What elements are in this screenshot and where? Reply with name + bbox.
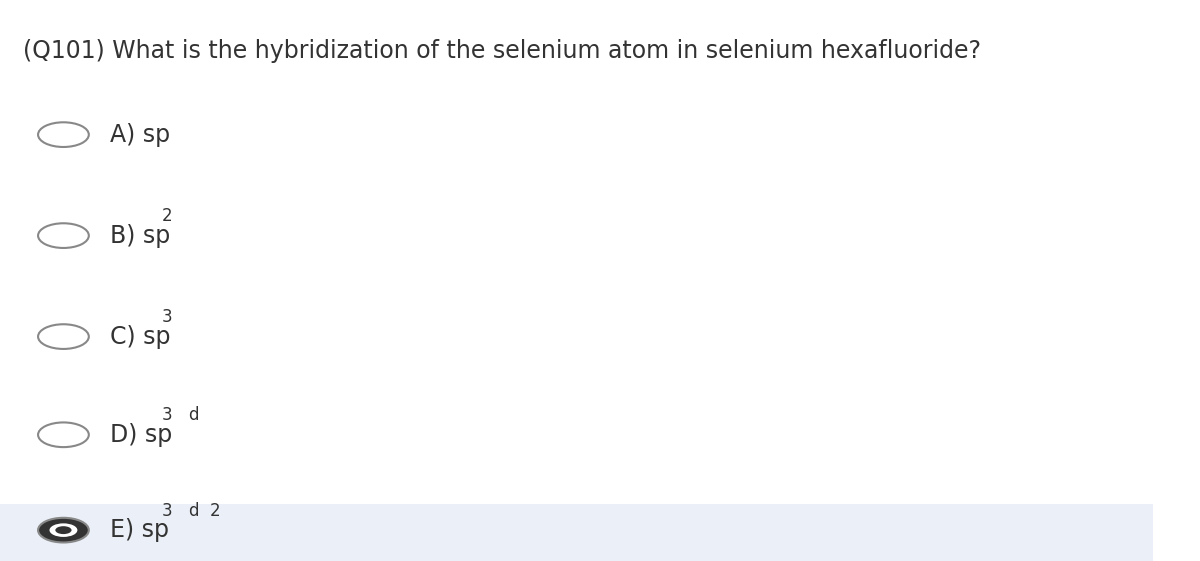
Text: 2: 2	[210, 502, 221, 519]
Circle shape	[38, 422, 89, 447]
Circle shape	[38, 223, 89, 248]
Circle shape	[38, 518, 89, 542]
Text: C) sp: C) sp	[109, 325, 170, 348]
Text: d: d	[188, 502, 198, 519]
Text: B) sp: B) sp	[109, 224, 170, 247]
Text: A) sp: A) sp	[109, 123, 169, 146]
Circle shape	[38, 122, 89, 147]
Text: (Q101) What is the hybridization of the selenium atom in selenium hexafluoride?: (Q101) What is the hybridization of the …	[23, 39, 982, 63]
Text: 3: 3	[162, 308, 172, 326]
Text: 2: 2	[162, 207, 172, 225]
Text: 3: 3	[162, 406, 172, 424]
Text: D) sp: D) sp	[109, 423, 172, 447]
Text: 3: 3	[162, 502, 172, 519]
Text: d: d	[188, 406, 198, 424]
Circle shape	[49, 523, 77, 537]
Circle shape	[38, 324, 89, 349]
Circle shape	[55, 526, 72, 534]
Text: E) sp: E) sp	[109, 518, 168, 542]
FancyBboxPatch shape	[0, 504, 1153, 561]
